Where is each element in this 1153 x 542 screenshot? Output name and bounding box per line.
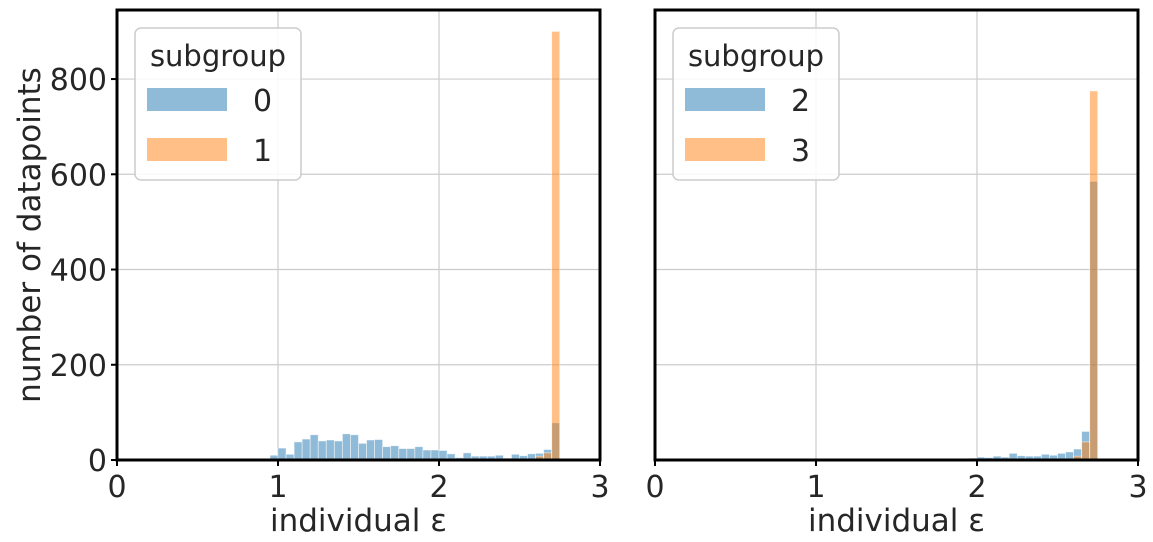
x-tick-label: 0 <box>107 470 126 505</box>
histogram-bar <box>325 439 335 461</box>
y-tick-label: 0 <box>88 444 107 479</box>
legend-swatch <box>147 138 227 161</box>
legend: subgroup 0 1 <box>134 27 302 181</box>
x-tick-label: 2 <box>967 470 986 505</box>
y-axis-label: number of datapoints <box>12 67 48 403</box>
histogram-bar <box>551 31 561 461</box>
x-axis-label: individual ε <box>270 503 447 539</box>
legend-entry-label: 3 <box>791 134 810 169</box>
x-tick-label: 2 <box>429 470 448 505</box>
legend-entry-label: 1 <box>253 134 272 169</box>
histogram-bar <box>350 434 359 461</box>
histogram-bar <box>366 439 375 461</box>
plot-frame <box>115 8 602 462</box>
plot-frame <box>653 8 1140 462</box>
legend-swatch <box>685 138 765 161</box>
histogram-bar <box>358 442 367 461</box>
histogram-bar <box>1081 441 1091 461</box>
y-tick-label: 600 <box>50 158 107 193</box>
histogram-bar <box>341 433 351 461</box>
legend-swatch <box>685 88 765 111</box>
legend-swatch <box>147 88 227 111</box>
histogram-bar <box>1089 90 1099 461</box>
histogram-bar <box>333 440 343 461</box>
x-axis-label: individual ε <box>808 503 985 539</box>
legend-title: subgroup <box>688 39 824 73</box>
histogram-panel-right: 0 1 2 3 individual ε subgroup 2 3 <box>645 8 1148 539</box>
histogram-bar <box>309 434 319 461</box>
y-tick-label: 200 <box>50 349 107 384</box>
histogram-bar <box>301 438 311 461</box>
histogram-bar <box>374 439 384 461</box>
histogram-bar <box>293 441 303 461</box>
legend-entry-label: 2 <box>791 84 810 119</box>
histogram-bar <box>414 446 424 461</box>
x-tick-label: 1 <box>806 470 825 505</box>
x-tick-label: 3 <box>590 470 609 505</box>
histogram-bar <box>406 448 416 461</box>
legend-entry-label: 0 <box>253 84 272 119</box>
histogram-bar <box>317 440 327 461</box>
histogram-panel-left: 0 1 2 3 0 200 400 600 800 individual ε subgroup 0 1 <box>50 8 610 539</box>
y-tick-label: 800 <box>50 63 107 98</box>
legend: subgroup 2 3 <box>672 27 840 181</box>
x-tick-label: 0 <box>645 470 664 505</box>
x-tick-label: 3 <box>1128 470 1147 505</box>
histogram-bar <box>390 445 400 461</box>
histogram-bar <box>382 446 392 461</box>
histogram-bar <box>398 448 408 461</box>
legend-title: subgroup <box>150 39 286 73</box>
x-tick-label: 1 <box>268 470 287 505</box>
histogram-bar <box>277 447 287 461</box>
y-tick-label: 400 <box>50 254 107 289</box>
